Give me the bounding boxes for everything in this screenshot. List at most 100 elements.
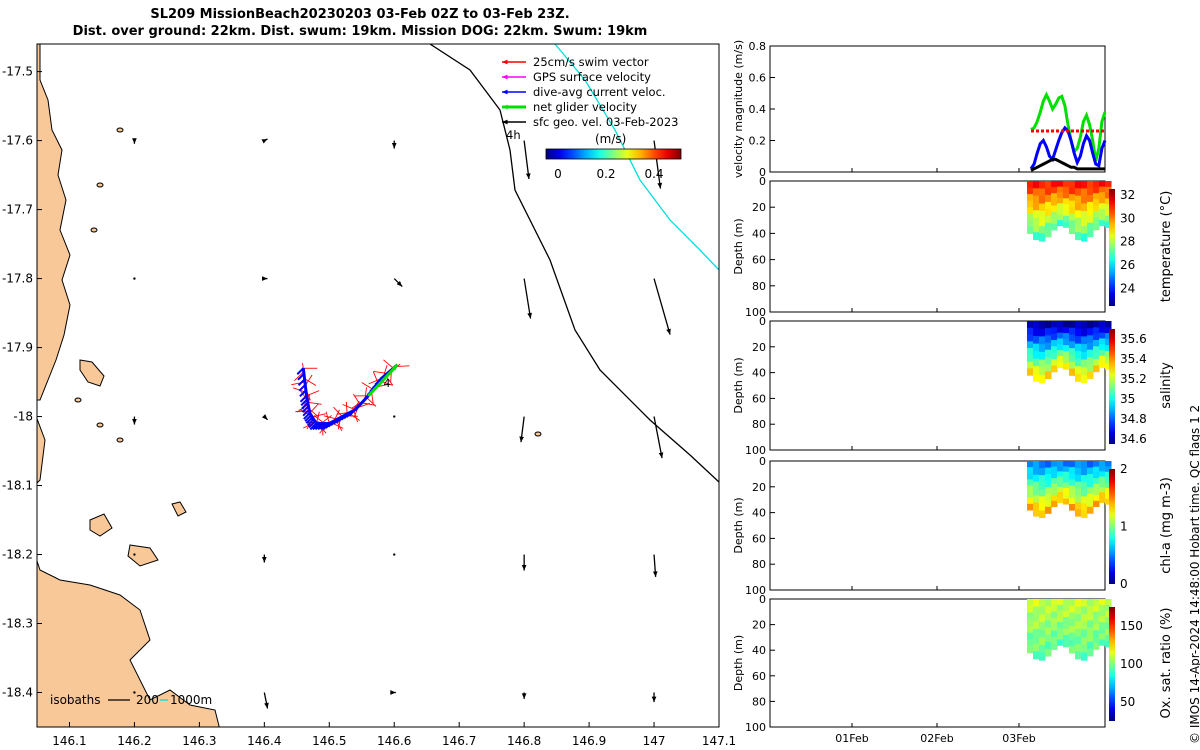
swim-vector xyxy=(383,359,394,369)
section-cell xyxy=(1027,354,1034,363)
section-cell xyxy=(1087,335,1094,344)
section-cell xyxy=(1033,373,1040,382)
section-cell xyxy=(1081,503,1088,511)
section-cell xyxy=(1093,599,1100,606)
section-colorbar-label: temperature (°C) xyxy=(1159,191,1174,303)
land-islet xyxy=(96,182,104,188)
section-cell xyxy=(1081,218,1088,227)
section-cell xyxy=(1099,627,1106,635)
section-cell xyxy=(1045,620,1052,629)
section-cell xyxy=(1075,321,1082,330)
section-cell xyxy=(1063,209,1070,217)
legend-arrow xyxy=(502,104,526,110)
section-cell xyxy=(1033,613,1040,622)
section-cell xyxy=(1063,339,1070,346)
legend-duration: 4h xyxy=(506,128,521,142)
land-island-family xyxy=(89,513,113,537)
section-cell xyxy=(1027,348,1034,356)
map-x-tick-label: 146.5 xyxy=(312,734,346,748)
legend-arrow-head xyxy=(502,89,508,95)
section-cell xyxy=(1099,610,1106,617)
land-islet xyxy=(116,437,124,443)
section-colorbar xyxy=(1109,607,1115,721)
geo-vector-head xyxy=(396,281,403,287)
section-cell xyxy=(1081,188,1088,197)
section-cell xyxy=(1099,486,1106,493)
map-y-tick-label: -18.4 xyxy=(2,686,33,700)
geo-vector xyxy=(521,554,527,571)
geo-vector-shaft xyxy=(653,416,663,459)
section-cell xyxy=(1105,604,1112,612)
section-cell xyxy=(1045,487,1052,495)
geo-vector-head xyxy=(525,173,531,179)
section-cell xyxy=(1027,207,1034,215)
section-cell xyxy=(1075,210,1082,219)
section-cell xyxy=(1039,614,1046,623)
section-cell xyxy=(1051,605,1058,613)
section-cell xyxy=(1081,367,1088,376)
section-cell xyxy=(1033,217,1040,226)
geo-vector xyxy=(393,278,403,288)
land-island-hinchinbrook xyxy=(127,544,159,567)
section-cell xyxy=(1105,215,1112,223)
section-cell xyxy=(1027,639,1034,647)
geo-vector-head xyxy=(391,143,397,149)
section-cell xyxy=(1075,461,1082,469)
section-panel: 0 20 40 60 80 100 Depth (m) 50 100 150 Ox. sat. ra… xyxy=(732,593,1174,734)
section-cell xyxy=(1051,181,1058,188)
section-y-tick-label: 80 xyxy=(752,418,766,431)
section-cell xyxy=(1105,204,1112,211)
section-cell xyxy=(1087,480,1094,488)
section-y-tick-label: 0 xyxy=(759,315,766,328)
section-cell xyxy=(1087,208,1094,217)
section-cell xyxy=(1057,197,1064,204)
section-y-tick-label: 0 xyxy=(759,593,766,606)
section-cell xyxy=(1063,610,1070,618)
section-cell xyxy=(1063,181,1070,188)
section-cell xyxy=(1063,482,1070,489)
section-cell xyxy=(1057,321,1064,328)
section-y-tick-label: 100 xyxy=(745,444,766,457)
section-cell xyxy=(1087,493,1094,501)
section-cell xyxy=(1045,328,1052,336)
swim-vector xyxy=(361,402,376,406)
section-cell xyxy=(1057,208,1064,216)
section-cell xyxy=(1069,605,1076,613)
land-islet xyxy=(74,397,82,403)
section-cell xyxy=(1075,474,1082,483)
section-cell xyxy=(1027,632,1034,640)
section-cell xyxy=(1075,509,1082,517)
section-cell xyxy=(1033,328,1040,337)
section-cell xyxy=(1105,181,1112,188)
section-cell xyxy=(1039,503,1046,511)
section-cell xyxy=(1033,599,1040,607)
section-cell xyxy=(1069,485,1076,493)
velocity-y-tick-label: 0 xyxy=(759,166,766,179)
section-cell xyxy=(1093,199,1100,206)
section-cell xyxy=(1087,222,1094,231)
section-cell xyxy=(1039,336,1046,345)
section-cell xyxy=(1051,599,1058,606)
section-cell xyxy=(1051,193,1058,200)
section-cell xyxy=(1075,328,1082,337)
legend-entry: sfc geo. vel. 03-Feb-2023 xyxy=(533,115,679,129)
section-cell xyxy=(1069,368,1076,376)
chart-title: SL209 MissionBeach20230203 03-Feb 02Z to… xyxy=(40,6,680,40)
section-colorbar-tick: 100 xyxy=(1120,657,1143,671)
section-y-tick-label: 40 xyxy=(752,227,766,240)
section-cell xyxy=(1045,187,1052,196)
section-cell xyxy=(1027,187,1034,195)
section-cell xyxy=(1039,489,1046,497)
geo-vector-dot xyxy=(133,553,136,556)
section-cell xyxy=(1081,629,1088,638)
section-cell xyxy=(1051,489,1058,496)
section-cell xyxy=(1069,226,1076,235)
section-cell xyxy=(1087,229,1094,238)
section-cell xyxy=(1093,466,1100,473)
geo-vector-head xyxy=(658,452,664,459)
section-colorbar-tick: 35 xyxy=(1120,392,1135,406)
legend-arrow xyxy=(502,119,526,125)
section-cell xyxy=(1069,194,1076,202)
section-cell xyxy=(1063,461,1070,467)
section-cell xyxy=(1099,476,1106,483)
